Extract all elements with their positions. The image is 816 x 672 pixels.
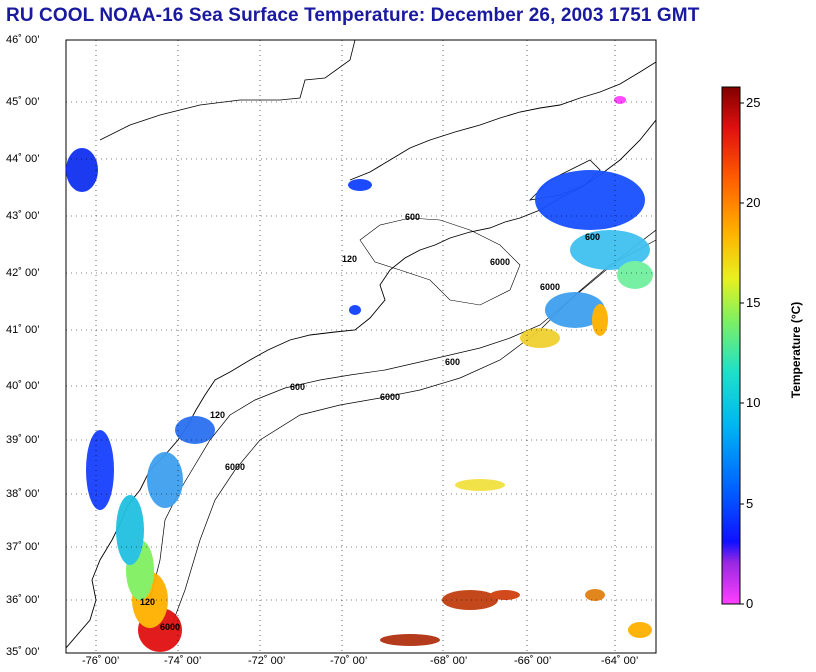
lat-label: 43˚ 00’	[6, 210, 40, 222]
lat-label: 40˚ 00’	[6, 380, 40, 392]
lat-label: 39˚ 00’	[6, 434, 40, 446]
contour-label: 120	[210, 410, 225, 420]
graticule	[66, 40, 656, 653]
map-content: 120 600 6000 600 6000 600 120 6000 120 6…	[66, 40, 656, 653]
contour-label: 6000	[540, 282, 560, 292]
lon-label: -64˚ 00’	[601, 655, 639, 667]
contour-label: 600	[445, 357, 460, 367]
lon-label: -74˚ 00’	[164, 655, 202, 667]
lon-label: -66˚ 00’	[514, 655, 552, 667]
contour-label: 120	[140, 597, 155, 607]
contour-label: 6000	[490, 257, 510, 267]
contour-label: 120	[342, 254, 357, 264]
lat-label: 41˚ 00’	[6, 324, 40, 336]
colorbar-tick: 5	[746, 496, 754, 511]
sst-data	[66, 96, 653, 652]
lat-label: 36˚ 00’	[6, 594, 40, 606]
contour-label: 6000	[160, 622, 180, 632]
lon-label: -76˚ 00’	[82, 655, 120, 667]
lat-label: 37˚ 00’	[6, 541, 40, 553]
map-frame	[65, 39, 657, 654]
lon-label: -68˚ 00’	[430, 655, 468, 667]
lat-label: 38˚ 00’	[6, 488, 40, 500]
contour-label: 600	[405, 212, 420, 222]
colorbar	[721, 86, 741, 605]
colorbar-tick: 0	[746, 596, 754, 611]
contour-label: 600	[290, 382, 305, 392]
contour-label: 600	[585, 232, 600, 242]
colorbar-label: Temperature (°C)	[789, 301, 803, 399]
gulf-of-maine-contour	[359, 217, 521, 306]
lon-label: -70˚ 00’	[330, 655, 368, 667]
coastline-north	[349, 61, 656, 181]
colorbar-tick: 10	[746, 395, 761, 410]
lat-label: 46˚ 00’	[6, 34, 40, 46]
map-title: RU COOL NOAA-16 Sea Surface Temperature:…	[6, 5, 700, 26]
lat-label: 44˚ 00’	[6, 153, 40, 165]
colorbar-tick: 25	[746, 95, 761, 110]
border	[99, 40, 356, 141]
contour-label: 6000	[380, 392, 400, 402]
lat-label: 35˚ 00’	[6, 646, 40, 658]
contour-label: 6000	[225, 462, 245, 472]
lat-label: 45˚ 00’	[6, 96, 40, 108]
colorbar-tick: 20	[746, 195, 761, 210]
lat-label: 42˚ 00’	[6, 267, 40, 279]
colorbar-tick: 15	[746, 295, 761, 310]
lon-label: -72˚ 00’	[248, 655, 286, 667]
